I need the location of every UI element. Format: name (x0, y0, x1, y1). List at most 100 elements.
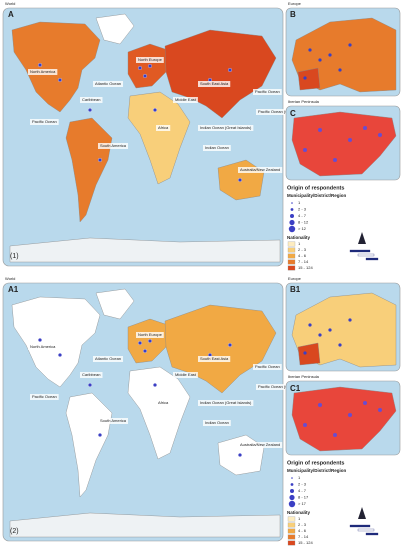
respondent-dot (38, 63, 42, 67)
legend-swatch (287, 259, 296, 265)
legend-circle (290, 483, 294, 486)
legend-subtitle: Nationality (287, 510, 311, 515)
respondent-dot (348, 318, 352, 322)
respondent-dot (308, 323, 312, 327)
region-label-box (173, 372, 198, 378)
legend-label: 4 - 6 (298, 528, 307, 533)
respondent-dot (138, 66, 142, 70)
legend-circle (291, 477, 293, 479)
land (297, 67, 321, 91)
region-label-box (238, 167, 283, 173)
region-label: Australia/New Zealand (240, 442, 280, 447)
scale-bar (365, 532, 379, 536)
map-title: Iberian Peninsula (288, 99, 320, 104)
legend-label: 15 - 124 (298, 265, 313, 270)
legend-label: 1 (298, 241, 301, 246)
region-label: Atlantic Ocean (95, 81, 121, 86)
respondent-dot (38, 338, 42, 342)
respondent-dot (318, 333, 322, 337)
legend-circle (290, 489, 294, 493)
land (127, 366, 191, 460)
legend-circle (290, 208, 294, 211)
respondent-dot (148, 64, 152, 68)
region-label-box (156, 400, 171, 406)
respondent-dot (363, 401, 367, 405)
region-label: South America (100, 418, 127, 423)
legend-title: Origin of respondents (287, 460, 344, 466)
legend-circle (290, 214, 294, 218)
respondent-dot (303, 76, 307, 80)
respondent-dot (328, 53, 332, 57)
respondent-dot (238, 453, 242, 457)
legend-subtitle: Nationality (287, 235, 311, 240)
panel-letter: A1 (8, 285, 19, 294)
land (95, 13, 135, 45)
legend-label: 4 - 6 (298, 253, 307, 258)
legend-swatch (287, 528, 296, 534)
region-label-box (28, 344, 58, 350)
land (164, 29, 277, 119)
region-label-box (28, 69, 58, 75)
land (291, 386, 397, 452)
region-label: North Europe (138, 332, 163, 337)
respondent-dot (58, 353, 62, 357)
map-title: Europe (288, 276, 302, 281)
legend-label: 1 (298, 200, 301, 205)
region-label-box (203, 145, 231, 151)
region-label: South East Asia (200, 81, 229, 86)
respondent-dot (363, 126, 367, 130)
legend-circle (288, 500, 296, 508)
legend-subtitle: Municipality/District/Region (287, 193, 347, 198)
respondent-dot (318, 58, 322, 62)
north-arrow (358, 507, 366, 519)
scale-bar (357, 253, 375, 257)
region-label: South East Asia (200, 356, 229, 361)
legend-label: 8 - 17 (298, 495, 309, 500)
legend-circle (289, 494, 295, 501)
region-label: Australia/New Zealand (240, 167, 280, 172)
land (127, 43, 169, 89)
panel: World A North America Atlantic Ocean Caribbe… (2, 1, 401, 271)
respondent-dot (98, 433, 102, 437)
land (291, 111, 397, 177)
region-label: Middle East (175, 372, 197, 377)
respondent-dot (138, 341, 142, 345)
legend-label: > 17 (298, 501, 307, 506)
region-label: South America (100, 143, 127, 148)
respondent-dot (153, 383, 157, 387)
panel-letter: C1 (290, 384, 301, 393)
region-label: Pacific Ocean (Great Islands) (258, 109, 311, 114)
legend-swatch (287, 522, 296, 528)
region-label: North America (30, 344, 56, 349)
legend-label: 8 - 12 (298, 220, 309, 225)
respondent-dot (338, 68, 342, 72)
land (11, 296, 101, 388)
respondent-dot (318, 128, 322, 132)
legend-label: 4 - 7 (298, 213, 307, 218)
region-label-box (198, 356, 231, 362)
region-label-box (256, 109, 313, 115)
respondent-dot (228, 68, 232, 72)
region-label-box (198, 81, 231, 87)
region-label-box (98, 418, 129, 424)
legend-label: 7 - 14 (298, 259, 309, 264)
panel-letter: B (290, 10, 296, 19)
legend-swatch (287, 247, 296, 253)
region-label: Pacific Ocean (32, 394, 57, 399)
respondent-dot (303, 423, 307, 427)
respondent-dot (148, 339, 152, 343)
region-label-box (173, 97, 198, 103)
respondent-dot (348, 138, 352, 142)
region-label: Indian Ocean (205, 420, 229, 425)
panel-letter: C (290, 109, 296, 118)
region-label: Pacific Ocean (32, 119, 57, 124)
land (95, 288, 135, 320)
legend-label: 1 (298, 516, 301, 521)
region-label-box (98, 143, 129, 149)
region-label-box (93, 81, 124, 87)
respondent-dot (143, 74, 147, 78)
region-label: Indian Ocean (Great Islands) (200, 125, 252, 130)
panel-number: (2) (10, 528, 19, 535)
land (9, 512, 281, 538)
